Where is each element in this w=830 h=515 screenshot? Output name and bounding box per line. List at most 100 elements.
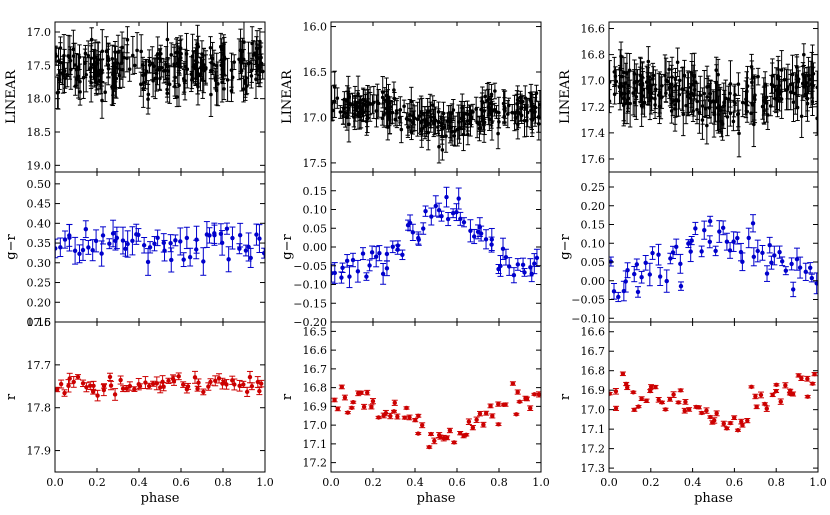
x-tick-label: 1.0 — [809, 476, 827, 489]
point — [779, 256, 786, 267]
point — [399, 115, 404, 144]
point — [663, 269, 670, 293]
point — [431, 437, 438, 445]
point — [784, 69, 789, 111]
point — [117, 375, 124, 385]
point — [261, 247, 265, 259]
point — [215, 61, 221, 107]
y-tick-label: 0.15 — [27, 316, 52, 329]
point — [799, 94, 804, 138]
x-axis-label: phase — [417, 491, 456, 506]
point — [92, 39, 98, 75]
point — [804, 394, 811, 399]
point — [773, 388, 780, 394]
point — [698, 245, 705, 258]
point — [376, 245, 383, 262]
point — [367, 91, 373, 116]
y-tick-label: 16.7 — [303, 363, 328, 376]
point — [419, 422, 426, 429]
point — [752, 393, 759, 400]
point — [488, 95, 494, 127]
panel-c2-linear: 16.6 16.8 17.0 17.2 17.4 17.6 LINEAR — [558, 21, 819, 173]
point — [524, 396, 531, 402]
y-tick-label: 0.10 — [581, 237, 606, 250]
point — [94, 389, 101, 402]
point — [739, 252, 746, 272]
point — [390, 101, 395, 124]
point — [519, 95, 524, 121]
point — [247, 52, 253, 74]
point — [182, 48, 188, 84]
point — [165, 377, 172, 384]
point — [688, 235, 695, 246]
point — [516, 399, 523, 404]
y-tick-label: 17.4 — [581, 127, 606, 140]
point — [755, 67, 761, 86]
point — [180, 252, 187, 268]
y-axis-label: LINEAR — [280, 69, 295, 124]
y-tick-label: 16.5 — [303, 325, 328, 338]
point — [83, 382, 90, 393]
point — [225, 246, 232, 273]
y-axis-label: g−r — [280, 234, 295, 260]
y-tick-label: 0.35 — [27, 237, 52, 250]
point — [647, 388, 654, 394]
point — [389, 240, 396, 254]
y-tick-label: 0.45 — [27, 198, 52, 211]
point — [723, 426, 730, 431]
y-tick-label: 17.5 — [303, 157, 328, 170]
data-points — [609, 214, 818, 303]
point — [809, 381, 816, 386]
point — [727, 420, 734, 426]
point — [695, 82, 700, 120]
point — [750, 214, 757, 233]
point — [685, 77, 690, 116]
point — [481, 107, 487, 143]
point — [670, 391, 677, 398]
point — [483, 410, 490, 416]
point — [208, 36, 213, 60]
point — [510, 267, 517, 284]
point — [808, 60, 814, 108]
point — [622, 83, 627, 125]
point — [101, 383, 108, 389]
point — [346, 265, 353, 289]
point — [141, 237, 148, 254]
point — [739, 422, 746, 428]
point — [206, 227, 213, 244]
point — [521, 268, 528, 277]
point — [467, 219, 474, 243]
y-tick-label: 16.0 — [303, 21, 328, 34]
point — [339, 262, 346, 274]
point — [627, 53, 632, 88]
y-tick-label: 16.8 — [581, 49, 606, 62]
point — [457, 111, 462, 144]
point — [195, 68, 201, 106]
point — [249, 26, 255, 61]
point — [165, 83, 170, 103]
point — [426, 444, 433, 450]
point — [697, 90, 702, 134]
point — [777, 398, 784, 405]
y-axis-label: r — [280, 393, 295, 400]
point — [422, 205, 429, 217]
point — [253, 59, 259, 99]
panel-c0-gr: 0.15 0.20 0.25 0.30 0.35 0.40 0.45 0.50 g−r — [4, 171, 266, 329]
point — [720, 420, 727, 427]
point — [800, 62, 806, 87]
point — [496, 96, 502, 129]
point — [256, 387, 263, 396]
panel-frame — [54, 321, 266, 473]
point — [771, 245, 778, 266]
point — [619, 371, 626, 377]
point — [165, 22, 170, 61]
point — [150, 380, 157, 387]
point — [738, 242, 745, 262]
point — [677, 253, 684, 274]
point — [703, 407, 710, 414]
point — [451, 440, 458, 445]
point — [446, 105, 451, 133]
point — [748, 384, 755, 390]
y-tick-label: 17.5 — [27, 59, 52, 72]
point — [638, 396, 645, 402]
